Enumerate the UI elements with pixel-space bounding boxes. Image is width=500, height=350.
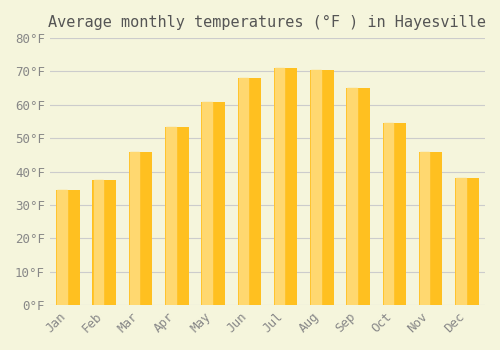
Bar: [274, 68, 297, 305]
Bar: [455, 178, 478, 305]
Bar: [202, 102, 225, 305]
Bar: [94, 180, 103, 305]
Title: Average monthly temperatures (°F ) in Hayesville: Average monthly temperatures (°F ) in Ha…: [48, 15, 486, 30]
Bar: [238, 78, 248, 305]
Bar: [419, 152, 442, 305]
Bar: [166, 127, 175, 305]
Bar: [202, 102, 212, 305]
Bar: [92, 180, 116, 305]
Bar: [275, 68, 284, 305]
Bar: [58, 190, 67, 305]
Bar: [420, 152, 430, 305]
Bar: [382, 123, 406, 305]
Bar: [346, 88, 370, 305]
Bar: [384, 123, 393, 305]
Bar: [128, 152, 152, 305]
Bar: [56, 190, 80, 305]
Bar: [238, 78, 261, 305]
Bar: [130, 152, 140, 305]
Bar: [311, 70, 320, 305]
Bar: [348, 88, 357, 305]
Bar: [310, 70, 334, 305]
Bar: [165, 127, 188, 305]
Bar: [456, 178, 466, 305]
